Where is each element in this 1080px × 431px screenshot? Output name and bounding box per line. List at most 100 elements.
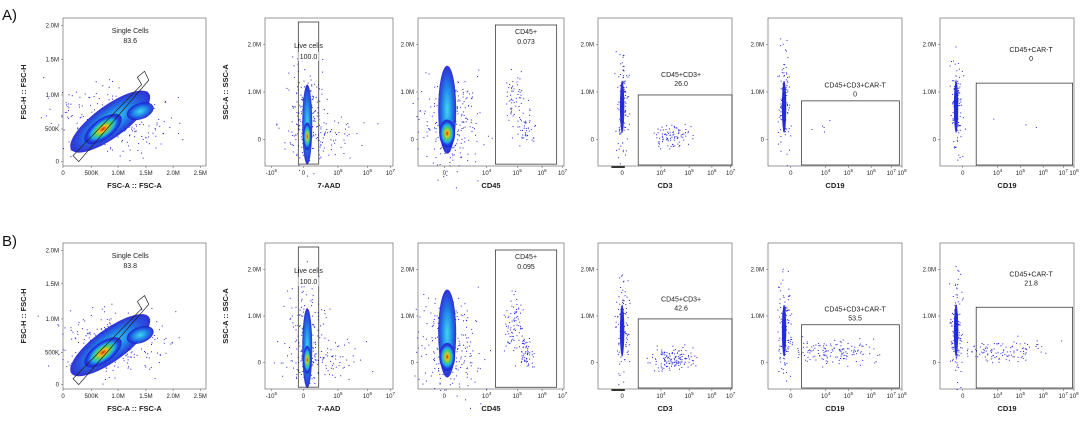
event-dot: [851, 354, 853, 356]
event-dot: [786, 89, 788, 91]
density-column: [619, 80, 625, 133]
event-dot: [515, 330, 516, 331]
event-dot: [960, 352, 962, 354]
x-tick-label: 0: [789, 394, 793, 400]
event-dot: [438, 370, 440, 372]
event-dot: [284, 142, 286, 144]
event-dot: [626, 333, 627, 335]
event-dot: [805, 359, 806, 361]
event-dot: [523, 353, 525, 355]
event-dot: [670, 360, 672, 362]
event-dot: [88, 337, 90, 339]
y-tick-label: 2.0M: [248, 43, 261, 49]
event-dot: [687, 366, 689, 368]
event-dot: [656, 134, 658, 136]
event-dot: [952, 80, 954, 82]
event-dot: [78, 321, 80, 323]
event-dot: [513, 294, 515, 296]
event-dot: [112, 369, 114, 371]
event-dot: [309, 160, 311, 162]
event-dot: [668, 356, 669, 358]
event-dot: [785, 128, 787, 130]
event-dot: [298, 164, 300, 166]
event-dot: [664, 359, 666, 361]
event-dot: [959, 125, 961, 127]
event-dot: [299, 325, 301, 327]
event-dot: [462, 315, 464, 317]
event-dot: [135, 124, 137, 125]
event-dot: [625, 127, 627, 128]
event-dot: [862, 353, 864, 355]
event-dot: [353, 361, 355, 363]
events: [614, 274, 698, 386]
event-dot: [1035, 127, 1037, 128]
event-dot: [437, 86, 439, 88]
event-dot: [777, 121, 779, 123]
event-dot: [439, 378, 441, 379]
y-axis-label: SSC-A :: SSC-A: [221, 288, 230, 344]
singlet-gate: [72, 295, 150, 386]
event-dot: [957, 382, 959, 383]
event-dot: [1006, 351, 1008, 353]
event-dot: [819, 345, 821, 347]
event-dot: [525, 347, 527, 349]
event-dot: [98, 98, 100, 100]
event-dot: [510, 94, 512, 96]
event-dot: [62, 349, 64, 351]
event-dot: [133, 128, 135, 130]
event-dot: [434, 360, 435, 362]
event-dot: [667, 140, 669, 142]
event-dot: [456, 171, 458, 173]
event-dot: [100, 329, 102, 331]
event-dot: [664, 354, 666, 356]
event-dot: [464, 81, 466, 83]
event-dot: [524, 122, 526, 124]
event-dot: [959, 157, 961, 158]
event-dot: [129, 160, 131, 162]
event-dot: [787, 105, 788, 107]
event-dot: [1024, 342, 1026, 344]
event-dot: [296, 155, 298, 157]
event-dot: [788, 107, 790, 109]
event-dot: [779, 129, 781, 131]
event-dot: [315, 138, 317, 140]
event-dot: [109, 322, 111, 324]
event-dot: [462, 88, 464, 90]
baseline-events: [611, 389, 625, 391]
event-dot: [313, 97, 315, 99]
event-dot: [962, 117, 964, 119]
event-dot: [458, 165, 460, 167]
event-dot: [622, 54, 624, 56]
density-column: [781, 304, 787, 357]
event-dot: [798, 354, 800, 356]
event-dot: [512, 81, 514, 83]
event-dot: [322, 359, 324, 361]
event-dot: [327, 352, 329, 354]
event-dot: [781, 105, 782, 107]
event-dot: [786, 128, 788, 130]
event-dot: [676, 362, 677, 364]
event-dot: [626, 337, 628, 339]
event-dot: [666, 137, 668, 139]
event-dot: [678, 357, 680, 359]
event-dot: [692, 359, 694, 361]
event-dot: [510, 313, 512, 315]
event-dot: [79, 96, 81, 98]
event-dot: [478, 69, 480, 71]
event-dot: [961, 104, 963, 106]
event-dot: [511, 290, 513, 292]
event-dot: [511, 86, 513, 88]
event-dot: [273, 362, 275, 364]
event-dot: [853, 350, 855, 352]
event-dot: [684, 344, 686, 346]
event-dot: [465, 399, 467, 401]
x-tick-label: 0: [789, 171, 793, 177]
event-dot: [778, 348, 780, 350]
event-dot: [685, 135, 687, 137]
event-dot: [461, 128, 463, 129]
event-dot: [467, 160, 469, 162]
event-dot: [666, 352, 668, 354]
event-dot: [322, 323, 324, 325]
x-tick-label: 108: [1069, 168, 1079, 177]
